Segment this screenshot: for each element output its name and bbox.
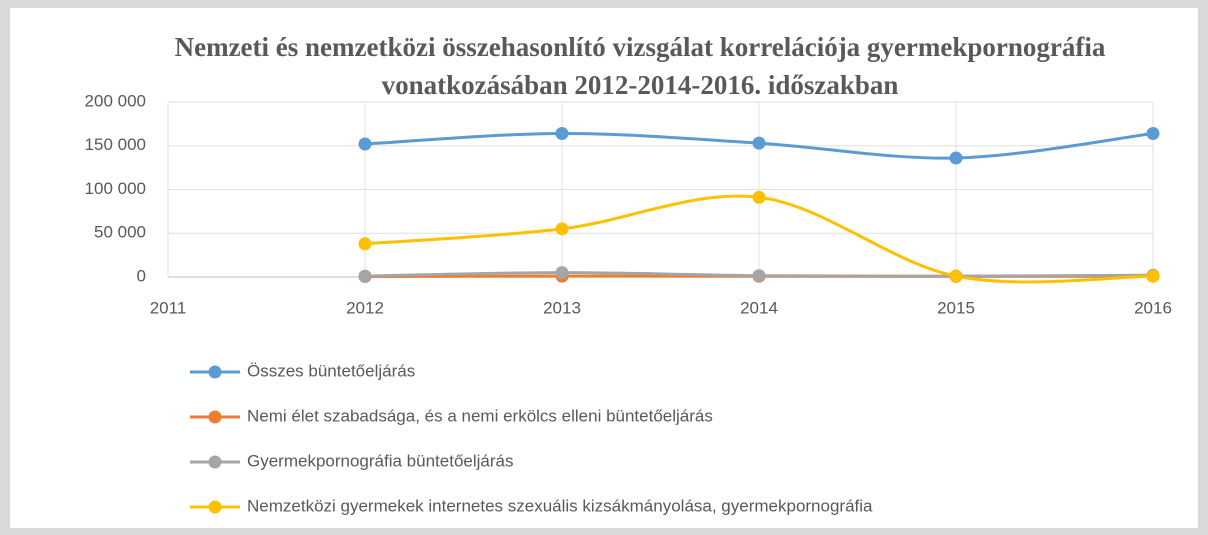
data-point [752, 190, 766, 204]
legend-marker [208, 410, 222, 424]
y-tick-label: 100 000 [85, 179, 146, 198]
legend-marker [208, 365, 222, 379]
x-tick-label: 2016 [1134, 298, 1172, 317]
data-point [752, 136, 766, 150]
data-point [949, 151, 963, 165]
x-tick-label: 2011 [150, 298, 187, 317]
legend-marker [208, 455, 222, 469]
legend-label: Összes büntetőeljárás [247, 361, 415, 380]
x-tick-label: 2014 [740, 298, 778, 317]
data-point [949, 269, 963, 283]
data-point [555, 266, 569, 280]
y-tick-label: 0 [137, 266, 146, 285]
x-tick-label: 2015 [937, 298, 975, 317]
y-tick-label: 50 000 [94, 223, 146, 242]
legend-label: Nemzetközi gyermekek internetes szexuáli… [247, 496, 873, 515]
data-point [358, 137, 372, 151]
y-tick-label: 200 000 [85, 91, 146, 110]
data-point [1146, 269, 1160, 283]
data-point [1146, 127, 1160, 140]
data-point [555, 222, 569, 236]
x-tick-label: 2012 [346, 298, 384, 317]
chart-title: Nemzeti és nemzetközi összehasonlító viz… [174, 32, 1106, 100]
y-tick-label: 150 000 [85, 135, 146, 154]
data-point [358, 237, 372, 251]
legend-label: Gyermekpornográfia büntetőeljárás [247, 451, 513, 470]
data-point [358, 269, 372, 283]
legend-label: Nemi élet szabadsága, és a nemi erkölcs … [247, 406, 713, 425]
legend-marker [208, 500, 222, 514]
data-point [752, 269, 766, 283]
chart-panel [10, 8, 1198, 528]
data-point [555, 127, 569, 140]
x-tick-label: 2013 [543, 298, 581, 317]
